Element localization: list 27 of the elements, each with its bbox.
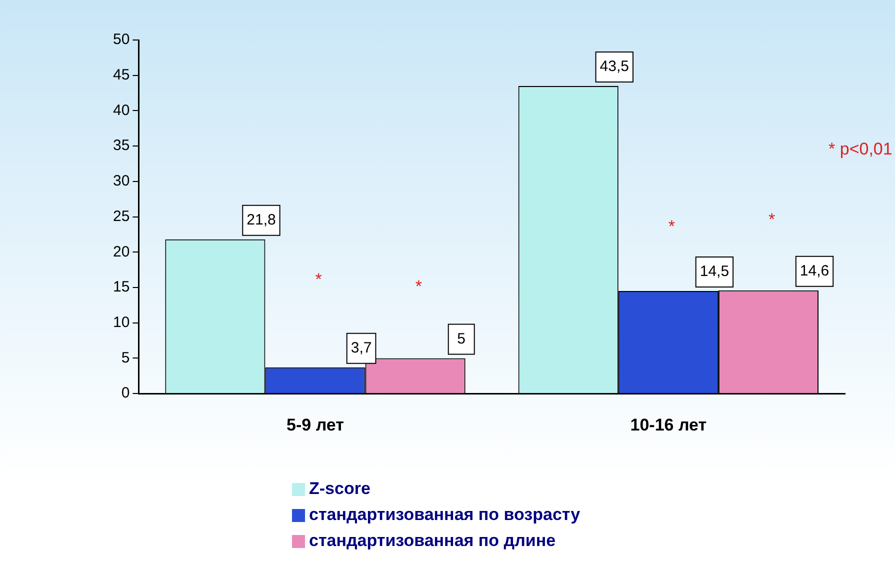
annotation: *: [415, 277, 422, 296]
y-tick-label: 50: [112, 31, 130, 48]
data-label: 21,8: [246, 212, 276, 229]
annotation: *: [315, 270, 322, 290]
data-label: 43,5: [600, 58, 629, 76]
y-tick-label: 0: [121, 384, 130, 402]
data-label: 14,6: [800, 262, 830, 280]
legend-label: стандартизованная по возрасту: [309, 504, 580, 526]
annotation: * p<0,01: [828, 139, 892, 158]
y-tick-label: 40: [112, 102, 130, 119]
y-tick-label: 10: [112, 314, 130, 332]
y-tick-label: 45: [112, 66, 130, 84]
annotation: *: [768, 210, 776, 230]
y-tick-label: 25: [112, 208, 130, 225]
x-tick-label: 10-16 лет: [630, 415, 707, 434]
data-label: 14,5: [700, 263, 730, 280]
legend-label: стандартизованная по длине: [309, 530, 556, 552]
legend-label: Z-score: [309, 478, 370, 500]
x-tick-label: 5-9 лет: [286, 415, 344, 434]
y-tick-label: 5: [121, 349, 130, 366]
y-tick-label: 15: [112, 278, 130, 296]
y-tick-label: 35: [112, 137, 130, 154]
y-tick-label: 30: [112, 172, 130, 190]
data-label: 5: [457, 330, 466, 348]
data-label: 3,7: [350, 340, 372, 357]
y-tick-label: 20: [112, 243, 130, 260]
annotation: *: [668, 217, 676, 236]
